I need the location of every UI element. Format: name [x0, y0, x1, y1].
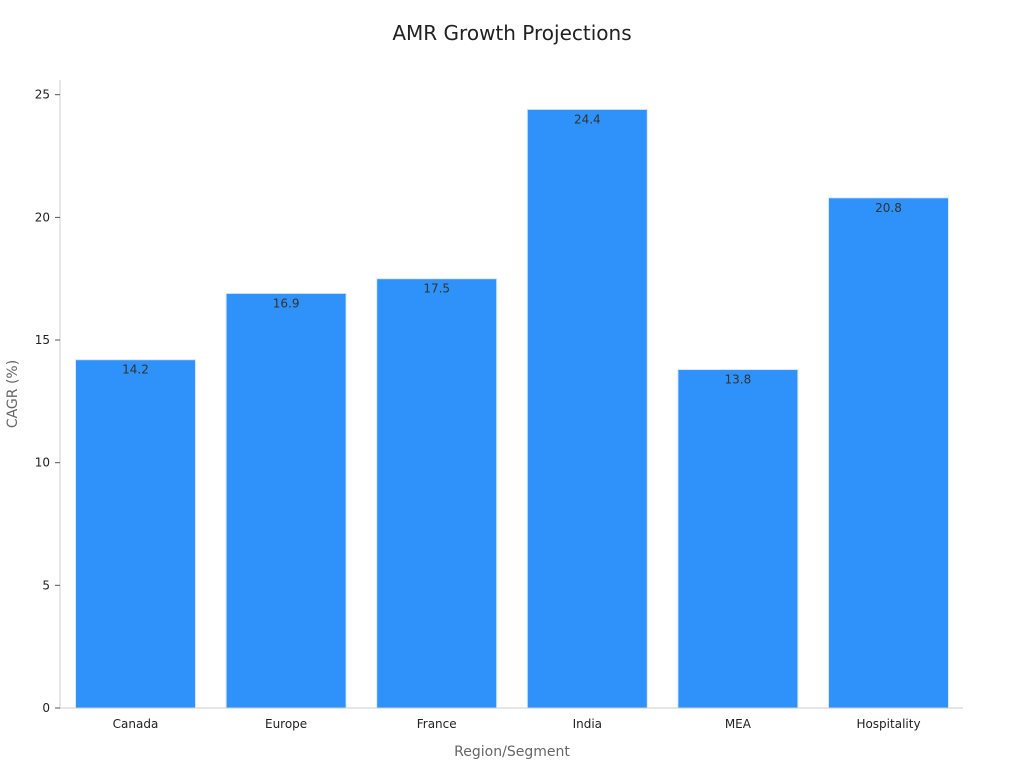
bar-value-label: 20.8	[875, 201, 902, 215]
y-tick-label: 25	[35, 88, 50, 102]
bar-value-label: 14.2	[122, 363, 149, 377]
bar-india	[526, 108, 648, 709]
bar-mea	[677, 369, 799, 709]
x-tick-label: Hospitality	[856, 717, 920, 731]
y-tick-label: 5	[42, 578, 50, 592]
y-axis-title: CAGR (%)	[5, 360, 21, 428]
chart-title: AMR Growth Projections	[392, 21, 631, 45]
y-tick-label: 10	[35, 456, 50, 470]
bar-value-label: 16.9	[273, 296, 300, 310]
y-tick-label: 0	[42, 701, 50, 715]
bar-value-label: 13.8	[725, 373, 752, 387]
bar-europe	[225, 292, 347, 709]
bar-value-label: 17.5	[423, 282, 450, 296]
bar-france	[376, 278, 498, 709]
labels-layer: 14.2 16.9 17.5 24.4 13.8 20.8	[122, 112, 902, 386]
bar-hospitality	[828, 197, 949, 709]
x-tick-label: Europe	[265, 717, 307, 731]
axes-layer: 0 5 10 15 20 25 Canada Europe France India MEA Hosp…	[35, 80, 963, 731]
y-tick-label: 20	[35, 210, 50, 224]
x-tick-label: France	[417, 717, 457, 731]
x-axis-title: Region/Segment	[454, 744, 570, 760]
y-tick-label: 15	[35, 333, 50, 347]
bar-value-label: 24.4	[574, 112, 601, 126]
bars-layer	[75, 108, 949, 709]
bar-canada	[75, 359, 196, 709]
x-tick-label: Canada	[113, 717, 159, 731]
x-tick-label: India	[573, 717, 602, 731]
x-tick-label: MEA	[725, 717, 752, 731]
